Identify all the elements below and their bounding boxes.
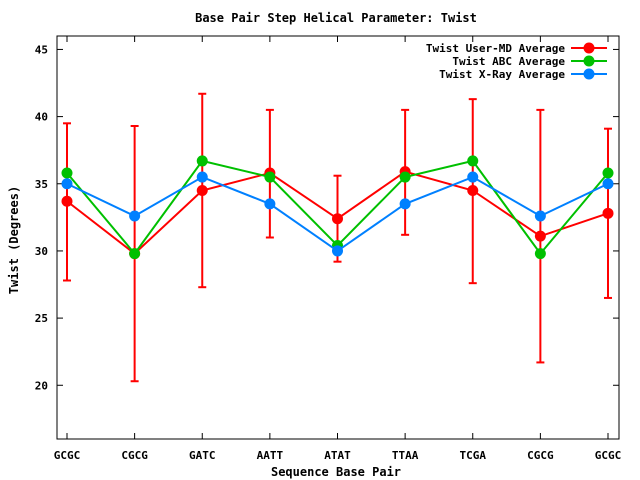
x-axis-label: Sequence Base Pair xyxy=(271,465,401,479)
x-tick-label: GCGC xyxy=(54,449,81,462)
data-point xyxy=(602,167,614,179)
x-tick-label: TCGA xyxy=(460,449,487,462)
data-point xyxy=(129,210,141,222)
x-tick-label: GATC xyxy=(189,449,216,462)
x-tick-label: CGCG xyxy=(527,449,554,462)
y-tick-label: 25 xyxy=(35,312,48,325)
y-axis-label: Twist (Degrees) xyxy=(7,186,21,294)
data-point xyxy=(61,178,73,190)
series-3 xyxy=(61,171,614,257)
x-tick-label: CGCG xyxy=(121,449,148,462)
chart-title: Base Pair Step Helical Parameter: Twist xyxy=(195,11,477,25)
data-point xyxy=(196,171,208,183)
data-point xyxy=(602,207,614,219)
legend-swatch-marker xyxy=(583,42,595,54)
data-point xyxy=(467,184,479,196)
data-point xyxy=(196,155,208,167)
data-point xyxy=(61,167,73,179)
x-tick-label: GCGC xyxy=(595,449,622,462)
data-point xyxy=(467,155,479,167)
x-tick-label: TTAA xyxy=(392,449,419,462)
series-1 xyxy=(61,92,614,383)
data-point xyxy=(399,198,411,210)
y-tick-label: 35 xyxy=(35,178,48,191)
legend-swatch-marker xyxy=(583,68,595,80)
x-tick-label: ATAT xyxy=(324,449,351,462)
data-point xyxy=(332,245,343,257)
data-point xyxy=(602,178,614,190)
data-point xyxy=(399,171,411,183)
legend-label: Twist X-Ray Average xyxy=(439,68,565,81)
y-tick-label: 40 xyxy=(35,111,48,124)
x-tick-label: AATT xyxy=(257,449,284,462)
data-point xyxy=(534,248,546,260)
data-point xyxy=(534,230,546,242)
y-tick-label: 20 xyxy=(35,379,48,392)
series-layer xyxy=(61,92,614,383)
y-tick-label: 45 xyxy=(35,43,48,56)
data-point xyxy=(61,195,73,207)
data-point xyxy=(332,213,343,225)
data-point xyxy=(467,171,479,183)
legend-swatch-marker xyxy=(583,55,595,67)
legend-label: Twist ABC Average xyxy=(452,55,565,68)
data-point xyxy=(264,171,276,183)
data-point xyxy=(196,184,208,196)
legend-label: Twist User-MD Average xyxy=(426,42,565,55)
data-point xyxy=(264,198,276,210)
data-point xyxy=(534,210,546,222)
data-point xyxy=(129,248,141,260)
axis-ticks: 20 25 30 35 40 45 GCGC CGCG GATC AATT ATAT TTAA TCGA… xyxy=(35,36,622,462)
y-tick-label: 30 xyxy=(35,245,48,258)
